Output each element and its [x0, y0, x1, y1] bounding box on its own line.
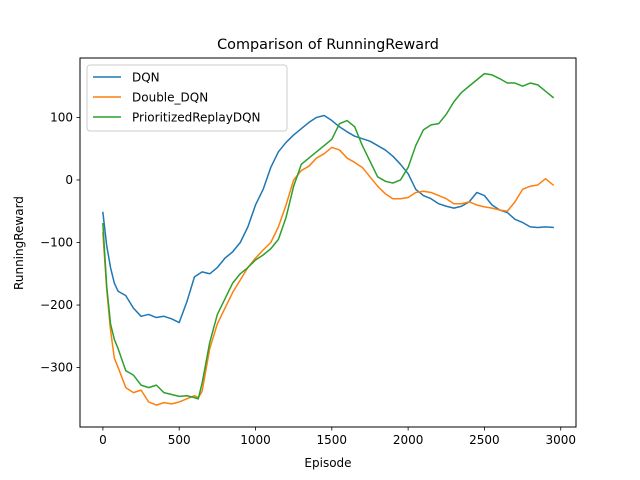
- y-tick-label: 100: [50, 110, 73, 124]
- y-tick-label: −300: [40, 361, 73, 375]
- y-axis-label: RunningReward: [12, 196, 26, 290]
- y-axis: −300 −200 −100 0 100: [40, 110, 80, 375]
- legend-label: DQN: [132, 71, 160, 85]
- x-tick-label: 500: [168, 433, 191, 447]
- y-tick-label: −200: [40, 298, 73, 312]
- legend-box: [86, 64, 288, 132]
- x-tick-label: 2000: [393, 433, 424, 447]
- y-tick-label: −100: [40, 236, 73, 250]
- series-line-dqn: [102, 114, 554, 324]
- legend-label: Double_DQN: [132, 91, 208, 105]
- x-tick-label: 3000: [545, 433, 576, 447]
- chart-title: Comparison of RunningReward: [217, 37, 439, 53]
- series-line-double-dqn: [102, 146, 555, 406]
- x-tick-label: 1000: [240, 433, 271, 447]
- x-axis: 0 500 1000 1500 2000 2500 3000: [99, 427, 576, 447]
- plot-area: [102, 72, 555, 406]
- legend-label: PrioritizedReplayDQN: [132, 111, 261, 125]
- x-axis-label: Episode: [304, 456, 351, 470]
- series-line-prioritizedreplaydqn: [102, 72, 555, 400]
- x-tick-label: 2500: [469, 433, 500, 447]
- legend: DQN Double_DQN PrioritizedReplayDQN: [86, 64, 288, 132]
- y-tick-label: 0: [65, 173, 73, 187]
- x-tick-label: 0: [99, 433, 107, 447]
- x-tick-label: 1500: [317, 433, 348, 447]
